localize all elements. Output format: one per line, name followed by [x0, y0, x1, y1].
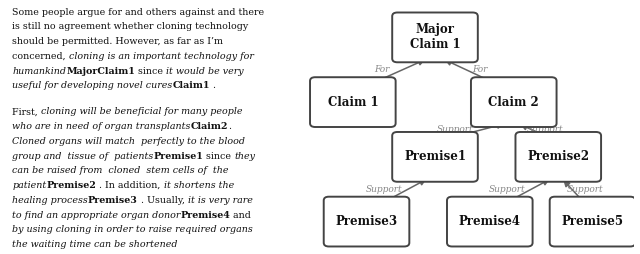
Text: humankind: humankind [12, 67, 66, 75]
Text: Premise3: Premise3 [88, 196, 138, 205]
Text: cloning will be beneficial for many people: cloning will be beneficial for many peop… [41, 107, 243, 116]
FancyBboxPatch shape [392, 132, 478, 182]
FancyBboxPatch shape [392, 12, 478, 62]
Text: . In addition,: . In addition, [97, 181, 164, 190]
Text: Support: Support [437, 125, 474, 134]
Text: .: . [210, 81, 216, 90]
Text: group and  tissue of  patients: group and tissue of patients [12, 152, 154, 161]
Text: First,: First, [12, 107, 41, 116]
FancyBboxPatch shape [281, 0, 640, 254]
FancyBboxPatch shape [324, 197, 410, 246]
Text: Premise4: Premise4 [459, 215, 521, 228]
Text: it is very rare: it is very rare [188, 196, 253, 205]
Text: since: since [204, 152, 234, 161]
FancyBboxPatch shape [550, 197, 636, 246]
Text: Support: Support [365, 185, 403, 194]
Text: by using cloning in order to raise required organs: by using cloning in order to raise requi… [12, 225, 253, 234]
Text: Premise4: Premise4 [180, 211, 230, 219]
FancyBboxPatch shape [515, 132, 601, 182]
Text: Premise1: Premise1 [154, 152, 204, 161]
Text: to find an appropriate organ donor: to find an appropriate organ donor [12, 211, 180, 219]
Text: should be permitted. However, as far as I’m: should be permitted. However, as far as … [12, 37, 223, 46]
FancyBboxPatch shape [310, 77, 396, 127]
Text: Some people argue for and others against and there: Some people argue for and others against… [12, 8, 264, 17]
Text: they: they [234, 152, 255, 161]
Text: is still no agreement whether cloning technology: is still no agreement whether cloning te… [12, 22, 248, 31]
Text: Claim 1: Claim 1 [328, 96, 378, 109]
Text: Premise1: Premise1 [404, 150, 466, 163]
Text: Support: Support [527, 125, 563, 134]
Text: since: since [135, 67, 166, 75]
Text: . Usually,: . Usually, [138, 196, 188, 205]
Text: useful for developing novel cures: useful for developing novel cures [12, 81, 172, 90]
Text: For: For [374, 65, 390, 74]
FancyBboxPatch shape [471, 77, 557, 127]
Text: who are in need of organ transplants: who are in need of organ transplants [12, 122, 191, 131]
Text: Major
Claim 1: Major Claim 1 [410, 23, 460, 51]
Text: concerned,: concerned, [12, 52, 69, 61]
FancyBboxPatch shape [447, 197, 532, 246]
Text: Claim2: Claim2 [191, 122, 228, 131]
Text: Cloned organs will match  perfectly to the blood: Cloned organs will match perfectly to th… [12, 137, 245, 146]
Text: patient: patient [12, 181, 47, 190]
Text: Premise3: Premise3 [335, 215, 397, 228]
Text: it shortens the: it shortens the [164, 181, 234, 190]
Text: For: For [472, 65, 488, 74]
Text: it would be very: it would be very [166, 67, 244, 75]
Text: cloning is an important technology for: cloning is an important technology for [69, 52, 253, 61]
Text: Premise2: Premise2 [47, 181, 97, 190]
Text: Support: Support [489, 185, 525, 194]
Text: .: . [228, 122, 231, 131]
Text: MajorClaim1: MajorClaim1 [66, 67, 135, 75]
Text: can be raised from  cloned  stem cells of  the: can be raised from cloned stem cells of … [12, 166, 228, 175]
Text: healing process: healing process [12, 196, 88, 205]
Text: Claim 2: Claim 2 [488, 96, 539, 109]
Text: the waiting time can be shortened: the waiting time can be shortened [12, 240, 178, 249]
Text: Premise5: Premise5 [561, 215, 623, 228]
Text: Claim1: Claim1 [172, 81, 210, 90]
Text: Support: Support [567, 185, 604, 194]
Text: Premise2: Premise2 [527, 150, 589, 163]
Text: and: and [230, 211, 252, 219]
